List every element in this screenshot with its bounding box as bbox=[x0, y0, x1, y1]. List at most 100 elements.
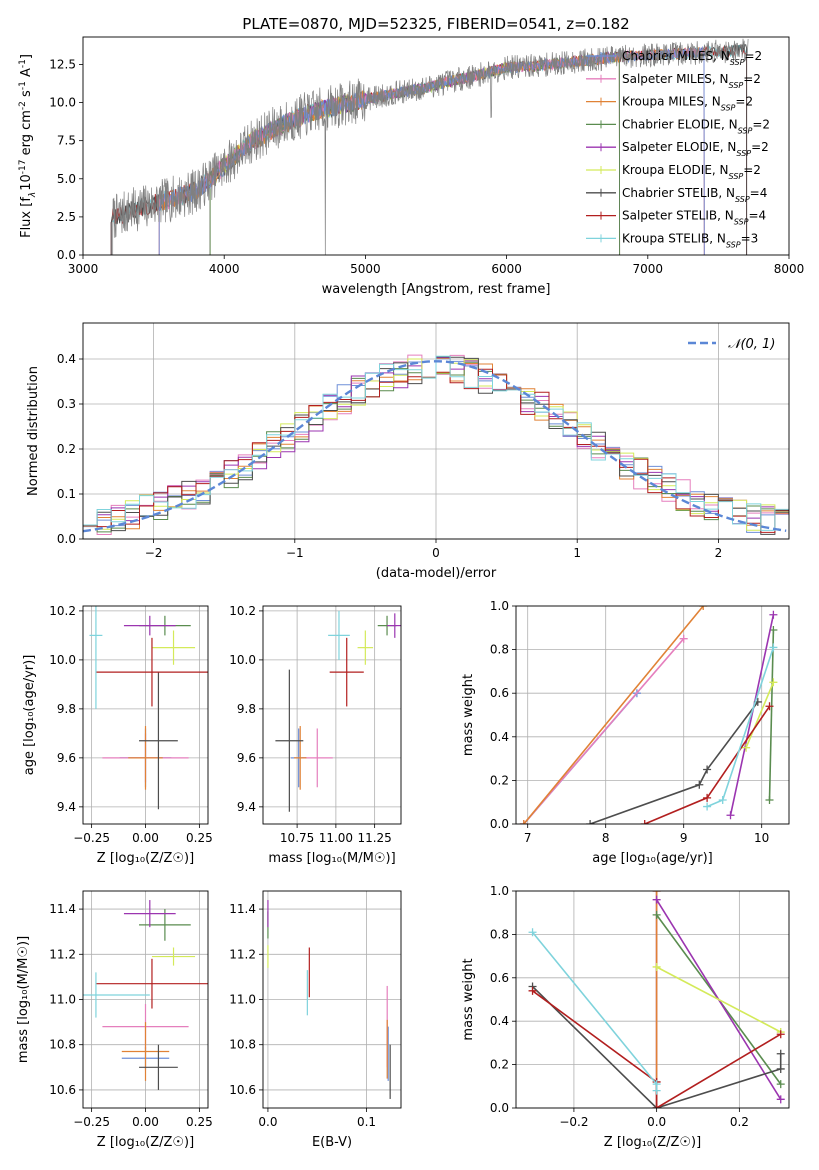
y-axis-label-part: λ bbox=[28, 192, 38, 198]
legend-sub: SSP bbox=[729, 172, 744, 181]
massweight-vs-metallicity-panel: −0.2 0.0 0.2 0.0 0.2 0.4 0.6 0.8 1.0 Z [log₁₀(Z/Z… bbox=[461, 884, 790, 1150]
legend-label: Kroupa ELODIE, NSSP=2 bbox=[622, 163, 761, 181]
legend-n: , N bbox=[712, 72, 729, 86]
legend-label: Kroupa STELIB, NSSP=3 bbox=[622, 231, 758, 249]
x-tick-label: 7000 bbox=[633, 262, 664, 276]
errorbar-salpeter-stelib bbox=[329, 637, 364, 707]
weight-marker bbox=[652, 891, 661, 895]
weight-marker bbox=[640, 820, 649, 824]
y-axis-label: Flux [fλ10-17 erg cm-2 s-1 A-1] bbox=[18, 54, 38, 238]
legend-nssp: 4 bbox=[759, 209, 767, 223]
y-tick-label: 11.4 bbox=[49, 902, 76, 916]
legend-model: Kroupa MILES bbox=[622, 95, 704, 109]
weight-marker bbox=[528, 986, 537, 995]
weight-marker bbox=[776, 1064, 785, 1073]
plot-area bbox=[83, 354, 789, 539]
x-tick-label: −0.25 bbox=[73, 1115, 110, 1129]
weight-line-kroupa-elodie bbox=[656, 966, 782, 1033]
y-tick-label: 10.0 bbox=[49, 96, 76, 110]
x-tick-label: 10.75 bbox=[280, 831, 314, 845]
plot-area bbox=[519, 606, 778, 824]
y-axis-label-part: erg cm bbox=[19, 110, 34, 159]
massweight-vs-age-panel: 7 8 9 10 0.0 0.2 0.4 0.6 0.8 1.0 age [log₁₀(age/yr… bbox=[461, 599, 790, 866]
y-tick-label: 10.6 bbox=[229, 1083, 256, 1097]
legend-nssp: 3 bbox=[751, 231, 759, 245]
legend-model: Chabrier MILES bbox=[622, 49, 713, 63]
weight-marker bbox=[703, 793, 712, 802]
legend-model: Chabrier ELODIE bbox=[622, 117, 721, 131]
legend-model: Kroupa STELIB bbox=[622, 231, 709, 245]
weight-line-chabrier-stelib bbox=[531, 985, 782, 1108]
y-tick-label: 9.8 bbox=[57, 702, 76, 716]
mass-vs-ebv-panel: 0.0 0.1 10.6 10.8 11.0 11.2 11.4 E(B-V) bbox=[229, 890, 402, 1150]
axes-frame bbox=[262, 605, 402, 825]
x-tick-label: 1 bbox=[573, 546, 581, 560]
legend-sub: SSP bbox=[736, 149, 751, 158]
y-axis-label: age [log₁₀(age/yr)] bbox=[22, 655, 37, 776]
plot-area bbox=[275, 610, 401, 812]
x-tick-label: −0.2 bbox=[559, 1115, 588, 1129]
x-axis-label: Z [log₁₀(Z/Z☉)] bbox=[604, 1135, 701, 1150]
weight-marker bbox=[703, 765, 712, 774]
legend-model: Salpeter ELODIE bbox=[622, 140, 720, 154]
x-tick-label: 4000 bbox=[209, 262, 240, 276]
weight-marker bbox=[769, 610, 778, 619]
legend-eq: = bbox=[741, 231, 751, 245]
x-tick-label: 0.25 bbox=[186, 831, 213, 845]
weight-marker bbox=[652, 962, 661, 971]
y-axis-label-part: -1 bbox=[18, 59, 28, 68]
axes-frame bbox=[82, 890, 209, 1109]
errorbar-kroupa-elodie bbox=[151, 947, 196, 966]
legend-label: Chabrier STELIB, NSSP=4 bbox=[622, 186, 767, 204]
weight-marker bbox=[652, 1086, 661, 1095]
weight-line-kroupa-elodie bbox=[745, 681, 775, 749]
y-axis-label: mass [log₁₀(M/M☉)] bbox=[16, 936, 31, 1063]
weight-marker bbox=[765, 702, 774, 711]
y-axis-label: mass weight bbox=[461, 958, 476, 1040]
x-tick-label: 0 bbox=[432, 546, 440, 560]
model-spectrum-chabrier-elodie bbox=[209, 52, 621, 255]
legend-eq: = bbox=[743, 163, 753, 177]
weight-line-chabrier-stelib bbox=[589, 701, 759, 824]
x-tick-label: 8 bbox=[602, 831, 610, 845]
weight-marker bbox=[695, 780, 704, 789]
y-tick-label: 0.0 bbox=[490, 1101, 509, 1115]
axes-frame bbox=[515, 605, 790, 825]
age-vs-metallicity-panel: −0.25 0.00 0.25 9.4 9.6 9.8 10.0 10.2 Z [log₁₀(Z… bbox=[22, 604, 213, 866]
x-axis-label: (data-model)/error bbox=[376, 566, 497, 581]
y-tick-label: 0.4 bbox=[490, 730, 509, 744]
y-tick-label: 0.3 bbox=[57, 397, 76, 411]
y-axis-label-part: 10 bbox=[19, 174, 34, 191]
weight-marker bbox=[652, 895, 661, 904]
y-axis-label-part: ] bbox=[19, 54, 34, 59]
legend-nssp: 2 bbox=[745, 95, 753, 109]
errorbar-chabrier-stelib bbox=[275, 669, 304, 812]
x-tick-label: 0.25 bbox=[186, 1115, 213, 1129]
y-tick-label: 0.8 bbox=[490, 643, 509, 657]
weight-marker bbox=[776, 1049, 785, 1058]
x-tick-label: 0.00 bbox=[132, 1115, 159, 1129]
plot-area bbox=[83, 900, 208, 1090]
errorbar-kroupa-stelib bbox=[328, 610, 350, 660]
y-axis-label-part: -17 bbox=[18, 160, 28, 175]
legend-model: Kroupa ELODIE bbox=[622, 163, 712, 177]
errorbar-salpeter-elodie bbox=[123, 900, 176, 928]
x-tick-label: 0.0 bbox=[647, 1115, 666, 1129]
legend-nssp: 4 bbox=[760, 186, 768, 200]
y-tick-label: 11.2 bbox=[49, 947, 76, 961]
axes-frame bbox=[262, 890, 402, 1109]
y-tick-label: 9.8 bbox=[237, 702, 256, 716]
y-tick-label: 0.2 bbox=[490, 1058, 509, 1072]
weight-marker bbox=[652, 910, 661, 919]
y-tick-label: 11.4 bbox=[229, 902, 256, 916]
x-tick-label: 0.1 bbox=[357, 1115, 376, 1129]
legend-model: Salpeter MILES bbox=[622, 72, 712, 86]
x-tick-label: −0.25 bbox=[73, 831, 110, 845]
mass-vs-metallicity-panel: −0.25 0.00 0.25 10.6 10.8 11.0 11.2 11.4 Z [log₁… bbox=[16, 890, 213, 1150]
errorbar-chabrier-stelib bbox=[139, 1044, 178, 1090]
y-tick-label: 0.4 bbox=[490, 1014, 509, 1028]
legend-sub: SSP bbox=[729, 80, 744, 89]
legend-n: , N bbox=[709, 231, 726, 245]
y-axis-label-part: -2 bbox=[18, 101, 28, 110]
